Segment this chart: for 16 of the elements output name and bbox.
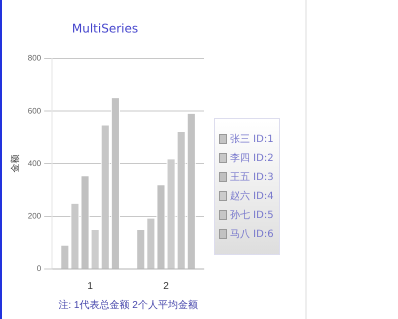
legend-label: 孙七 ID:5 <box>230 208 274 222</box>
y-tick-label: 800 <box>28 54 42 63</box>
x-tick-label: 2 <box>163 280 170 292</box>
legend-label: 赵六 ID:4 <box>230 190 274 203</box>
y-tick-label: 600 <box>28 106 42 116</box>
legend-label: 王五 ID:3 <box>230 171 274 184</box>
legend-label: 李四 ID:2 <box>230 152 274 165</box>
x-axis-title: 注: 1代表总金额 2个人平均金额 <box>58 298 198 311</box>
y-axis-title: 金额 <box>10 154 20 173</box>
x-tick-label: 1 <box>87 280 94 292</box>
y-tick-label: 200 <box>28 212 42 221</box>
chart-title: MultiSeries <box>72 21 138 36</box>
y-tick-label: 0 <box>36 264 42 274</box>
legend-label: 马八 ID:6 <box>230 228 274 241</box>
legend-label: 张三 ID:1 <box>230 132 274 146</box>
y-tick-label: 400 <box>28 158 42 168</box>
